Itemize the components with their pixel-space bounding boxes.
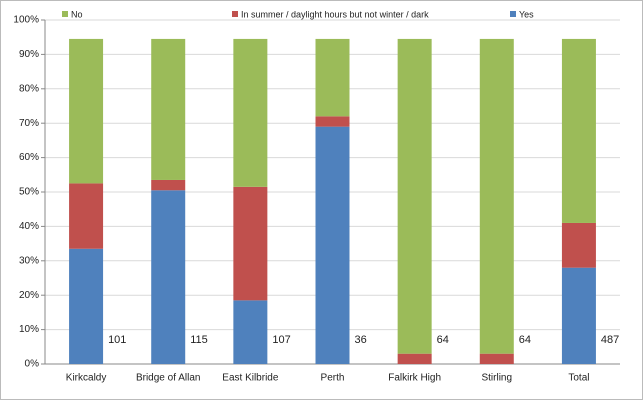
- y-tick-label: 50%: [19, 187, 39, 198]
- legend-swatch: [510, 11, 516, 17]
- bar-segment: [315, 126, 350, 364]
- bar-segment: [151, 38, 186, 180]
- legend-label: Yes: [519, 9, 534, 19]
- y-tick-label: 40%: [19, 221, 39, 232]
- sample-size-label: 101: [108, 334, 126, 346]
- x-tick-label: Falkirk High: [388, 373, 441, 384]
- x-tick-label: Kirkcaldy: [66, 373, 107, 384]
- y-tick-label: 90%: [19, 49, 39, 60]
- bar-segment: [69, 248, 104, 364]
- bar-segment: [151, 179, 186, 191]
- sample-size-label: 36: [355, 334, 367, 346]
- bar-segment: [315, 116, 350, 127]
- y-tick-label: 0%: [25, 359, 40, 370]
- x-tick-label: Perth: [321, 373, 345, 384]
- bar-segment: [233, 186, 268, 301]
- x-tick-label: Stirling: [481, 373, 512, 384]
- bar-segment: [69, 38, 104, 184]
- bar-segment: [561, 267, 596, 364]
- bar-segment: [479, 38, 514, 354]
- sample-size-label: 107: [272, 334, 290, 346]
- legend-swatch: [62, 11, 68, 17]
- y-tick-label: 80%: [19, 83, 39, 94]
- bar-segment: [233, 38, 268, 187]
- x-tick-label: East Kilbride: [222, 373, 279, 384]
- legend-swatch: [232, 11, 238, 17]
- y-tick-label: 10%: [19, 324, 39, 335]
- y-tick-label: 30%: [19, 255, 39, 266]
- y-tick-label: 100%: [13, 15, 39, 26]
- sample-size-label: 64: [437, 334, 449, 346]
- legend-label: In summer / daylight hours but not winte…: [241, 9, 429, 19]
- sample-size-label: 487: [601, 334, 619, 346]
- bar-segment: [69, 183, 104, 249]
- legend-label: No: [71, 9, 83, 19]
- x-tick-label: Total: [568, 373, 589, 384]
- bar-segment: [561, 222, 596, 268]
- bar-segment: [315, 38, 350, 117]
- bar-segment: [151, 190, 186, 364]
- y-tick-label: 60%: [19, 152, 39, 163]
- bar-segment: [561, 38, 596, 223]
- y-tick-label: 70%: [19, 118, 39, 129]
- bar-segment: [479, 353, 514, 364]
- bar-segment: [397, 38, 432, 354]
- bar-segment: [233, 300, 268, 364]
- y-tick-label: 20%: [19, 290, 39, 301]
- sample-size-label: 115: [190, 334, 208, 346]
- sample-size-label: 64: [519, 334, 531, 346]
- bar-segment: [397, 353, 432, 364]
- x-tick-label: Bridge of Allan: [136, 373, 201, 384]
